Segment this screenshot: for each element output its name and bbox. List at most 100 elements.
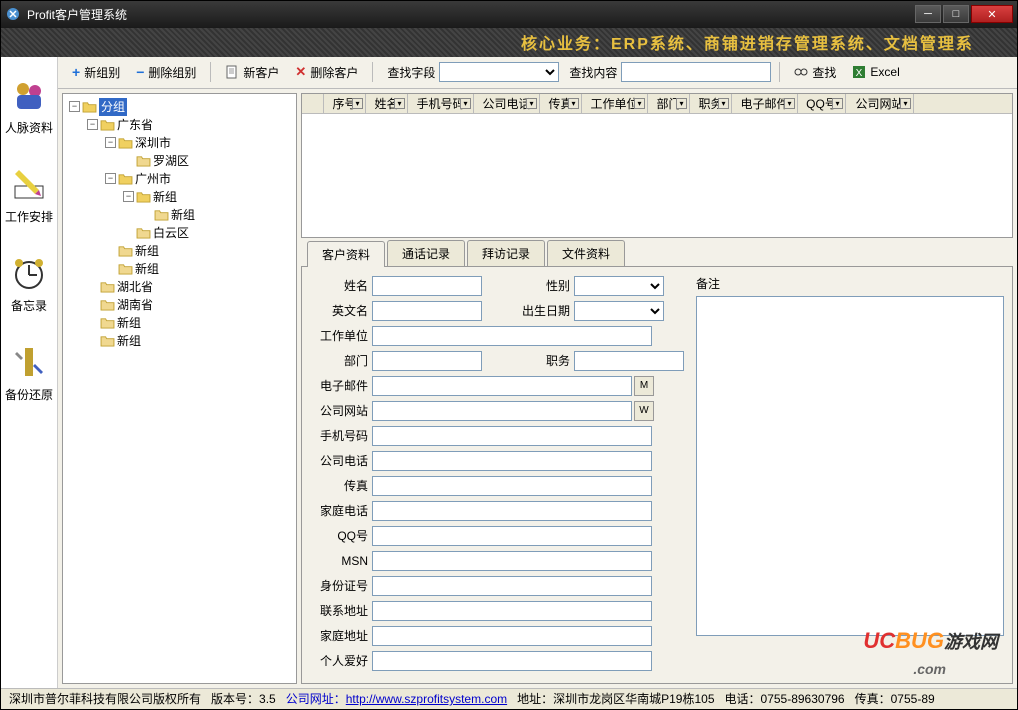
grid-column-header[interactable]: 工作单位▾ bbox=[582, 94, 648, 113]
folder-icon bbox=[100, 299, 115, 311]
grid-column-header[interactable] bbox=[302, 94, 324, 113]
tab-3[interactable]: 文件资料 bbox=[547, 240, 625, 266]
email_btn[interactable]: M bbox=[634, 376, 654, 396]
website_btn[interactable]: W bbox=[634, 401, 654, 421]
grid-column-header[interactable]: 职务▾ bbox=[690, 94, 732, 113]
sidebar-item-0[interactable]: 人脉资料 bbox=[1, 77, 57, 136]
tree-node[interactable]: 湖南省 bbox=[87, 296, 292, 314]
grid-column-header[interactable]: 传真▾ bbox=[540, 94, 582, 113]
input-comptel[interactable] bbox=[372, 451, 652, 471]
input-dept[interactable] bbox=[372, 351, 482, 371]
tree-node[interactable]: 新组 bbox=[87, 332, 292, 350]
input-hobby[interactable] bbox=[372, 651, 652, 671]
label-name: 姓名 bbox=[310, 277, 368, 294]
expander-icon[interactable]: − bbox=[105, 137, 116, 148]
label-comptel: 公司电话 bbox=[310, 452, 368, 469]
input-mobile[interactable] bbox=[372, 426, 652, 446]
folder-icon bbox=[154, 209, 169, 221]
tree-node[interactable]: 湖北省 bbox=[87, 278, 292, 296]
svg-text:X: X bbox=[856, 68, 863, 79]
delete-customer-button[interactable]: ✕删除客户 bbox=[289, 61, 364, 84]
tree-node[interactable]: −广州市 bbox=[105, 170, 292, 188]
input-hometel[interactable] bbox=[372, 501, 652, 521]
label-company: 工作单位 bbox=[310, 327, 368, 344]
dropdown-icon[interactable]: ▾ bbox=[634, 98, 645, 109]
search-button[interactable]: 查找 bbox=[788, 61, 842, 84]
remark-textarea[interactable] bbox=[696, 296, 1004, 636]
tree-node[interactable]: −广东省 bbox=[87, 116, 292, 134]
tree-node[interactable]: 新组 bbox=[105, 242, 292, 260]
banner-marquee: 核心业务：ERP系统、商铺进销存管理系统、文档管理系 bbox=[1, 28, 1017, 57]
input-fax[interactable] bbox=[372, 476, 652, 496]
dropdown-icon[interactable]: ▾ bbox=[718, 98, 729, 109]
input-msn[interactable] bbox=[372, 551, 652, 571]
search-field-label: 查找字段 bbox=[387, 64, 435, 81]
sidebar-item-3[interactable]: 备份还原 bbox=[1, 344, 57, 403]
sidebar-item-1[interactable]: 工作安排 bbox=[1, 166, 57, 225]
grid-column-header[interactable]: 电子邮件▾ bbox=[732, 94, 798, 113]
tab-2[interactable]: 拜访记录 bbox=[467, 240, 545, 266]
input-idcard[interactable] bbox=[372, 576, 652, 596]
tree-panel: −分组−广东省−深圳市罗湖区−广州市−新组新组白云区新组新组湖北省湖南省新组新组 bbox=[62, 93, 297, 684]
dropdown-icon[interactable]: ▾ bbox=[460, 98, 471, 109]
dropdown-icon[interactable]: ▾ bbox=[394, 98, 405, 109]
new-customer-button[interactable]: 新客户 bbox=[219, 61, 285, 84]
dropdown-icon[interactable]: ▾ bbox=[900, 98, 911, 109]
minimize-button[interactable]: ─ bbox=[915, 5, 941, 23]
grid-column-header[interactable]: 序号▾ bbox=[324, 94, 366, 113]
dropdown-icon[interactable]: ▾ bbox=[676, 98, 687, 109]
label-birth: 出生日期 bbox=[512, 302, 570, 319]
titlebar: Profit客户管理系统 ─ □ ✕ bbox=[1, 1, 1017, 28]
input-name[interactable] bbox=[372, 276, 482, 296]
dropdown-icon[interactable]: ▾ bbox=[784, 98, 795, 109]
tab-1[interactable]: 通话记录 bbox=[387, 240, 465, 266]
search-content-input[interactable] bbox=[621, 62, 771, 82]
grid-column-header[interactable]: 手机号码▾ bbox=[408, 94, 474, 113]
sidebar-item-2[interactable]: 备忘录 bbox=[1, 255, 57, 314]
tab-0[interactable]: 客户资料 bbox=[307, 241, 385, 267]
tree-root[interactable]: −分组 bbox=[69, 98, 292, 116]
tree-node[interactable]: 新组 bbox=[105, 260, 292, 278]
expander-icon[interactable]: − bbox=[105, 173, 116, 184]
tree-node[interactable]: −深圳市 bbox=[105, 134, 292, 152]
grid-column-header[interactable]: QQ号▾ bbox=[798, 94, 846, 113]
dropdown-icon[interactable]: ▾ bbox=[568, 98, 579, 109]
expander-icon[interactable]: − bbox=[87, 119, 98, 130]
input-email[interactable] bbox=[372, 376, 632, 396]
excel-button[interactable]: XExcel bbox=[846, 62, 905, 82]
dropdown-icon[interactable]: ▾ bbox=[832, 98, 843, 109]
delete-group-button[interactable]: −删除组别 bbox=[130, 61, 202, 84]
label-qq: QQ号 bbox=[310, 527, 368, 544]
folder-icon bbox=[118, 137, 133, 149]
new-group-button[interactable]: +新组别 bbox=[66, 61, 126, 84]
dropdown-icon[interactable]: ▾ bbox=[526, 98, 537, 109]
grid-column-header[interactable]: 部门▾ bbox=[648, 94, 690, 113]
input-addr[interactable] bbox=[372, 601, 652, 621]
grid-body[interactable] bbox=[302, 114, 1012, 237]
input-gender[interactable] bbox=[574, 276, 664, 296]
grid-column-header[interactable]: 公司电话▾ bbox=[474, 94, 540, 113]
tree-node[interactable]: 罗湖区 bbox=[123, 152, 292, 170]
input-website[interactable] bbox=[372, 401, 632, 421]
expander-icon[interactable]: − bbox=[69, 101, 80, 112]
label-addr: 联系地址 bbox=[310, 602, 368, 619]
tree-node[interactable]: 白云区 bbox=[123, 224, 292, 242]
input-birth[interactable] bbox=[574, 301, 664, 321]
tree-node[interactable]: −新组 bbox=[123, 188, 292, 206]
dropdown-icon[interactable]: ▾ bbox=[352, 98, 363, 109]
close-button[interactable]: ✕ bbox=[971, 5, 1013, 23]
input-company[interactable] bbox=[372, 326, 652, 346]
expander-icon[interactable]: − bbox=[123, 191, 134, 202]
tree-node[interactable]: 新组 bbox=[87, 314, 292, 332]
search-field-select[interactable] bbox=[439, 62, 559, 82]
tree-node[interactable]: 新组 bbox=[141, 206, 292, 224]
grid-column-header[interactable]: 公司网站▾ bbox=[846, 94, 914, 113]
input-qq[interactable] bbox=[372, 526, 652, 546]
grid-column-header[interactable]: 姓名▾ bbox=[366, 94, 408, 113]
maximize-button[interactable]: □ bbox=[943, 5, 969, 23]
input-enname[interactable] bbox=[372, 301, 482, 321]
input-homeaddr[interactable] bbox=[372, 626, 652, 646]
data-grid: 序号▾姓名▾手机号码▾公司电话▾传真▾工作单位▾部门▾职务▾电子邮件▾QQ号▾公… bbox=[301, 93, 1013, 238]
input-position[interactable] bbox=[574, 351, 684, 371]
company-url-link[interactable]: http://www.szprofitsystem.com bbox=[346, 692, 507, 706]
